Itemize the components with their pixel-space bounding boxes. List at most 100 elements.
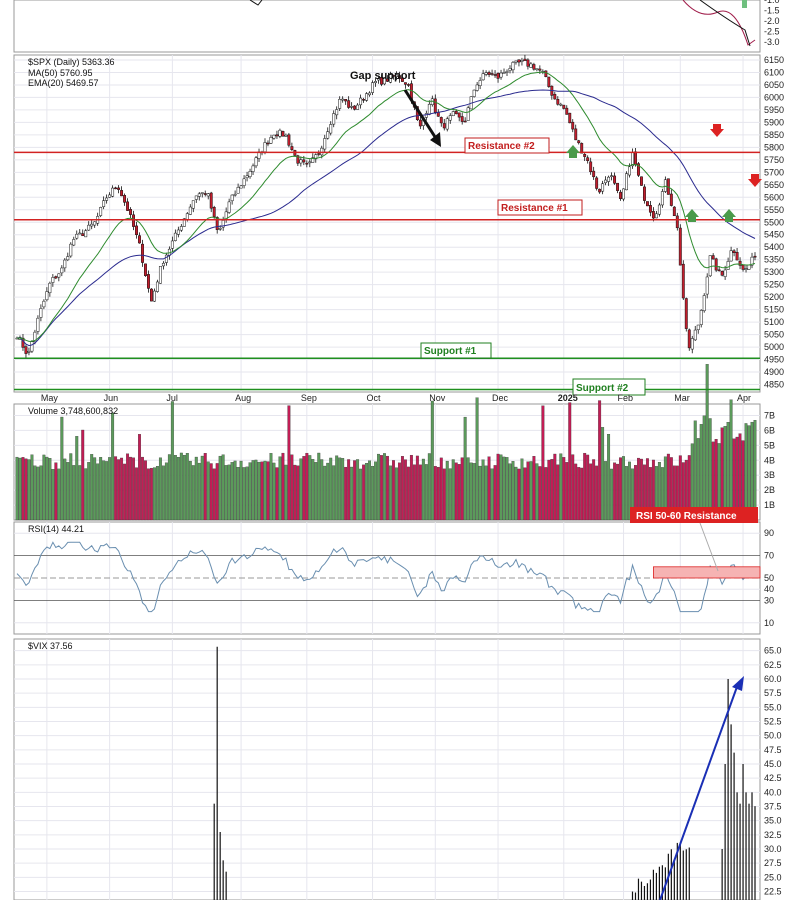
- volume-bar: [51, 469, 55, 521]
- top-panel-tick: -1.0: [764, 0, 780, 5]
- volume-bar: [326, 462, 330, 521]
- price-candle-body: [230, 194, 234, 202]
- price-candle-body: [78, 232, 82, 235]
- volume-bar: [586, 454, 590, 521]
- vix-tick-label: 22.5: [764, 887, 782, 897]
- volume-tick-label: 2B: [764, 485, 775, 495]
- price-candle-body: [27, 351, 31, 353]
- volume-bar: [114, 456, 118, 521]
- price-candle-body: [753, 255, 757, 258]
- volume-bar: [496, 453, 500, 521]
- volume-bar: [281, 452, 285, 521]
- volume-bar: [135, 467, 138, 521]
- price-candle-body: [663, 179, 667, 192]
- price-candle-body: [251, 165, 255, 172]
- volume-bar: [314, 462, 318, 521]
- price-candle-body: [439, 117, 443, 124]
- volume-bar: [57, 468, 61, 521]
- volume-bar: [442, 468, 446, 521]
- volume-bar: [750, 421, 754, 521]
- price-candle-body: [176, 229, 180, 235]
- volume-bar: [720, 427, 724, 521]
- volume-header: Volume 3,748,600,832: [28, 406, 118, 416]
- price-candle-body: [705, 276, 709, 295]
- panel-top: [13, 0, 761, 53]
- price-candle-body: [708, 255, 712, 277]
- volume-bar: [347, 459, 351, 521]
- vix-tick-label: 32.5: [764, 830, 782, 840]
- price-candle-body: [344, 99, 348, 102]
- vix-tick-label: 60.0: [764, 674, 782, 684]
- volume-bar: [478, 465, 482, 521]
- vix-tick-label: 35.0: [764, 816, 782, 826]
- x-tick-label: Apr: [737, 393, 751, 403]
- volume-bar: [436, 466, 440, 521]
- price-candle-body: [57, 273, 61, 278]
- price-tick-label: 5250: [764, 280, 784, 290]
- volume-bar: [589, 463, 593, 521]
- volume-bar: [93, 457, 97, 521]
- volume-bar: [90, 454, 94, 521]
- vix-tick-label: 42.5: [764, 773, 782, 783]
- volume-bar: [15, 456, 19, 521]
- volume-bar: [197, 462, 201, 521]
- volume-bar: [260, 461, 264, 521]
- price-candle-body: [711, 255, 715, 260]
- price-candle-body: [499, 72, 503, 78]
- volume-bar: [392, 460, 395, 521]
- price-tick-label: 5500: [764, 217, 784, 227]
- price-candle-body: [427, 103, 431, 115]
- volume-bar: [753, 420, 757, 521]
- price-candle-body: [577, 140, 581, 144]
- volume-bar: [454, 462, 458, 521]
- volume-bar: [185, 453, 189, 521]
- price-tick-label: 5200: [764, 292, 784, 302]
- price-candle-body: [529, 63, 533, 68]
- price-candle-body: [203, 193, 207, 195]
- x-tick-label: Sep: [301, 393, 317, 403]
- rsi-tick-label: 10: [764, 618, 774, 628]
- price-tick-label: 5050: [764, 330, 784, 340]
- volume-bar: [141, 456, 144, 521]
- price-candle-body: [496, 73, 500, 79]
- price-candle-body: [368, 92, 372, 96]
- volume-bar: [72, 465, 76, 521]
- volume-bar: [577, 467, 581, 521]
- green-up-arrow: [685, 209, 699, 222]
- price-candle-body: [308, 161, 312, 164]
- price-candle-body: [732, 250, 736, 254]
- volume-bar: [287, 405, 291, 521]
- price-candle-body: [598, 188, 602, 193]
- volume-bar: [78, 465, 82, 521]
- price-candle-body: [424, 113, 428, 118]
- volume-bar: [215, 463, 219, 521]
- volume-bar: [305, 452, 309, 521]
- ema-legend: EMA(20) 5469.57: [28, 78, 99, 88]
- price-candle-body: [81, 233, 85, 237]
- price-candle-body: [747, 264, 751, 270]
- volume-bar: [547, 459, 551, 521]
- volume-bar: [395, 467, 398, 521]
- price-tick-label: 5750: [764, 155, 784, 165]
- price-candle-body: [147, 274, 150, 289]
- price-header: $SPX (Daily) 5363.36: [28, 57, 115, 67]
- volume-bar: [403, 459, 407, 521]
- price-candle-body: [84, 230, 88, 238]
- volume-bar: [296, 465, 300, 521]
- price-candle-body: [681, 263, 685, 299]
- volume-bar: [460, 457, 464, 521]
- price-candle-body: [538, 68, 542, 71]
- volume-bar: [550, 459, 554, 521]
- volume-bar: [490, 468, 494, 521]
- volume-bar: [293, 464, 297, 521]
- volume-bar: [275, 467, 279, 521]
- price-candle-body: [678, 227, 682, 266]
- volume-bar: [529, 461, 533, 521]
- price-candle-body: [634, 151, 637, 166]
- volume-bar: [200, 455, 204, 521]
- volume-bar: [424, 464, 428, 521]
- ema20-line: [16, 71, 756, 342]
- top-panel-line: [682, 0, 756, 46]
- volume-bar: [278, 456, 282, 521]
- vix-header: $VIX 37.56: [28, 641, 73, 651]
